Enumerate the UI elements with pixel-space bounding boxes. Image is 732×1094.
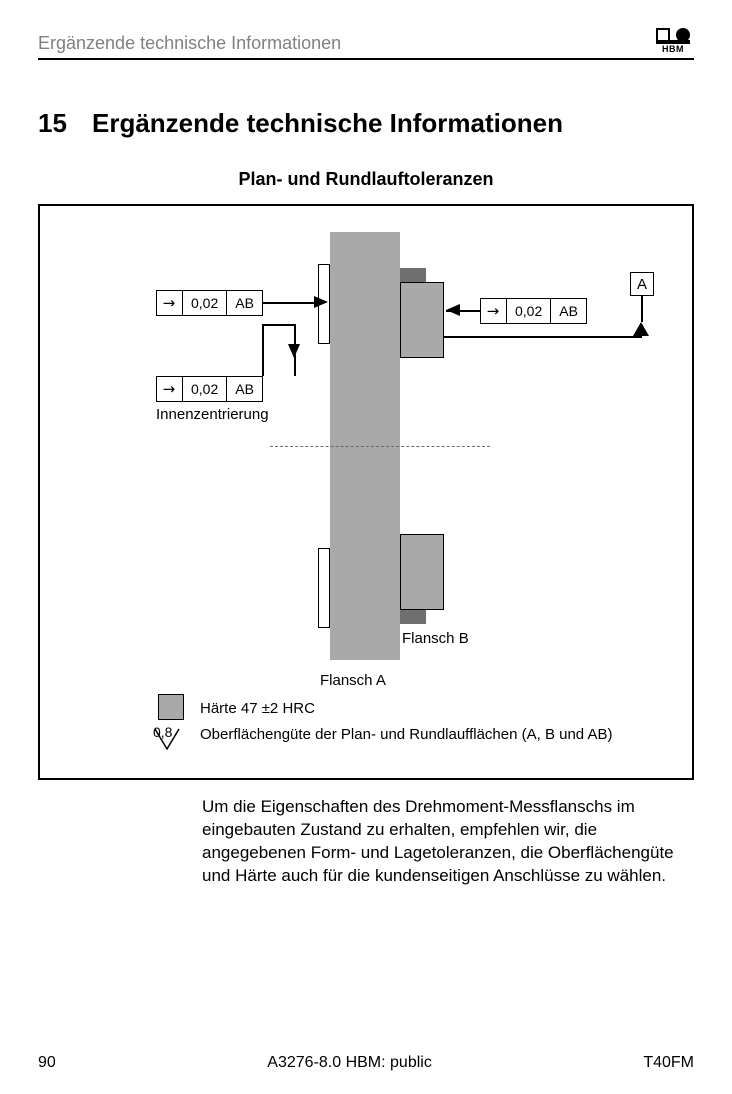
runout-icon: ↗ — [481, 299, 507, 323]
tolerance-value: 0,02 — [507, 299, 551, 323]
datum-a-frame: A — [630, 272, 654, 296]
tolerance-ref: AB — [227, 377, 262, 401]
footer-center: A3276-8.0 HBM: public — [267, 1054, 432, 1072]
runout-icon: ↗ — [157, 291, 183, 315]
flange-b-label: Flansch B — [402, 630, 469, 647]
tolerance-ref: AB — [551, 299, 586, 323]
flange-b-segment — [400, 282, 444, 358]
leader-line — [262, 324, 294, 326]
technical-diagram: ↗ 0,02 AB ↗ 0,02 AB Innenzentrierung ↗ 0… — [38, 204, 694, 780]
hardness-note: Härte 47 ±2 HRC — [200, 700, 315, 717]
section-title: Ergänzende technische Informationen — [92, 108, 563, 138]
spacer — [400, 610, 426, 624]
body-paragraph: Um die Eigenschaften des Drehmoment-Mess… — [202, 796, 674, 888]
logo-text: HBM — [656, 44, 690, 54]
figure-title: Plan- und Rundlauftoleranzen — [38, 169, 694, 190]
datum-triangle-icon — [633, 322, 649, 336]
inner-centering-label: Innenzentrierung — [156, 406, 269, 423]
tolerance-ref: AB — [227, 291, 262, 315]
spacer — [400, 268, 426, 282]
tolerance-frame: ↗ 0,02 AB — [156, 290, 263, 316]
flange-a-label: Flansch A — [320, 672, 386, 689]
tolerance-value: 0,02 — [183, 377, 227, 401]
surface-quality-note: Oberflächengüte der Plan- und Rundlauffl… — [200, 726, 613, 743]
running-title: Ergänzende technische Informationen — [38, 33, 341, 54]
datum-stem — [641, 296, 643, 322]
runout-icon: ↗ — [157, 377, 183, 401]
page-footer: 90 A3276-8.0 HBM: public T40FM — [38, 1054, 694, 1072]
leader-line — [262, 326, 264, 376]
section-heading: 15Ergänzende technische Informationen — [38, 108, 694, 139]
page-header: Ergänzende technische Informationen HBM — [38, 28, 694, 60]
flange-b-segment — [400, 534, 444, 610]
datum-line — [444, 336, 642, 338]
tolerance-value: 0,02 — [183, 291, 227, 315]
leader-arrow-icon — [288, 344, 300, 358]
tolerance-frame: ↗ 0,02 AB — [156, 376, 263, 402]
leader-arrow-icon — [314, 296, 328, 308]
flange-a-segment — [318, 548, 330, 628]
leader-line — [262, 302, 318, 304]
leader-arrow-icon — [446, 304, 460, 316]
footer-model: T40FM — [643, 1054, 694, 1072]
centerline — [270, 446, 490, 447]
legend-swatch — [158, 694, 184, 720]
section-number: 15 — [38, 108, 92, 139]
tolerance-frame: ↗ 0,02 AB — [480, 298, 587, 324]
page-number: 90 — [38, 1054, 56, 1072]
datum-a-label: A — [637, 276, 647, 293]
roughness-symbol-icon — [154, 728, 180, 750]
hbm-logo: HBM — [652, 28, 694, 54]
